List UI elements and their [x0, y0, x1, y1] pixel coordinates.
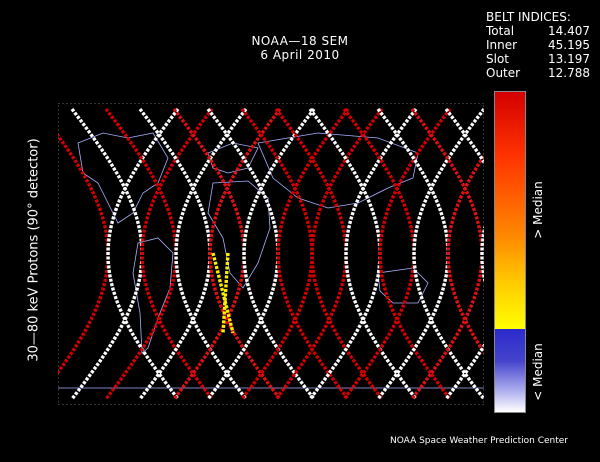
orbit-pass — [444, 107, 484, 401]
scale-label-above-median: > Median — [531, 181, 545, 239]
credit-text: NOAA Space Weather Prediction Center — [390, 436, 568, 446]
belt-index-label: Inner — [486, 38, 518, 52]
orbit-flux-map — [58, 103, 484, 405]
plot-title: NOAA—18 SEM — [251, 34, 349, 48]
orbit-passes — [58, 107, 484, 401]
belt-index-value: 14.407 — [548, 24, 590, 38]
belt-index-value: 45.195 — [548, 38, 590, 52]
belt-index-value: 13.197 — [548, 52, 590, 66]
belt-indices-panel: BELT INDICES: Total 14.407 Inner 45.195 … — [486, 10, 590, 80]
belt-index-label: Total — [486, 24, 515, 38]
plot-date: 6 April 2010 — [260, 48, 340, 62]
belt-index-label: Slot — [486, 52, 509, 66]
belt-index-row: Slot 13.197 — [486, 52, 590, 66]
scale-label-below-median: < Median — [531, 343, 545, 401]
belt-indices-heading: BELT INDICES: — [486, 10, 571, 24]
y-axis-label: 30—80 keV Protons (90° detector) — [26, 138, 42, 362]
belt-index-label: Outer — [486, 66, 521, 80]
flux-color-scale — [494, 91, 526, 413]
belt-index-row: Inner 45.195 — [486, 38, 590, 52]
africa-outline — [207, 180, 271, 289]
belt-index-value: 12.788 — [548, 66, 590, 80]
belt-index-row: Total 14.407 — [486, 24, 590, 38]
belt-index-row: Outer 12.788 — [486, 66, 590, 80]
asia-outline — [257, 132, 419, 209]
orbit-pass — [480, 223, 484, 285]
orbit-pass-segment — [211, 252, 235, 334]
